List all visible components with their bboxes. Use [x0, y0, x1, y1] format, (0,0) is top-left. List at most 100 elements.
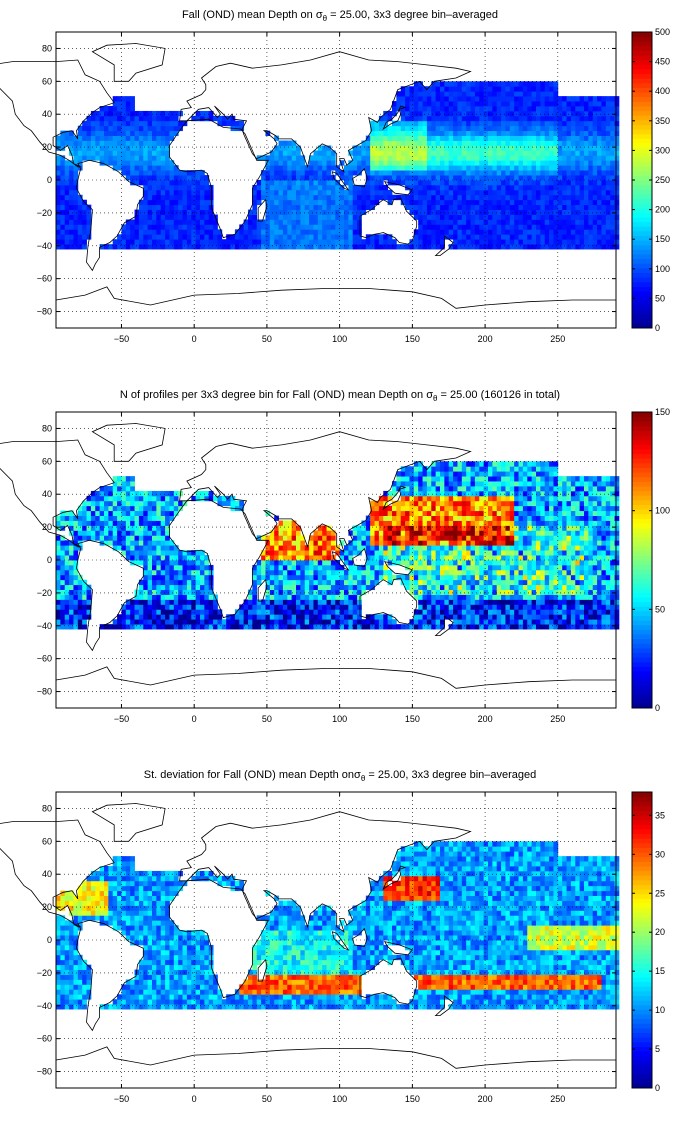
- heatmap-cell: [492, 170, 498, 176]
- heatmap-cell: [396, 560, 402, 566]
- heatmap-cell: [195, 199, 201, 206]
- heatmap-cell: [383, 115, 389, 122]
- heatmap-cell: [217, 120, 223, 127]
- heatmap-cell: [522, 194, 528, 201]
- heatmap-cell: [505, 86, 511, 92]
- heatmap-cell: [614, 219, 620, 225]
- heatmap-cell: [112, 106, 118, 112]
- heatmap-cell: [605, 125, 611, 132]
- heatmap-cell: [300, 229, 306, 235]
- heatmap-cell: [418, 490, 423, 497]
- heatmap-cell: [152, 194, 157, 201]
- heatmap-cell: [370, 199, 375, 206]
- heatmap-cell: [134, 135, 140, 141]
- heatmap-cell: [431, 180, 437, 186]
- heatmap-cell: [413, 569, 419, 576]
- heatmap-cell: [269, 160, 275, 166]
- heatmap-cell: [400, 96, 406, 102]
- heatmap-cell: [610, 125, 615, 132]
- heatmap-cell: [143, 140, 149, 146]
- heatmap-cell: [426, 234, 432, 240]
- heatmap-cell: [557, 209, 563, 215]
- heatmap-cell: [112, 624, 118, 630]
- heatmap-cell: [457, 199, 463, 206]
- heatmap-cell: [195, 555, 201, 561]
- heatmap-cell: [588, 165, 594, 171]
- heatmap-cell: [125, 486, 131, 492]
- heatmap-cell: [509, 204, 515, 210]
- heatmap-cell: [274, 584, 279, 590]
- heatmap-cell: [431, 199, 437, 206]
- heatmap-cell: [453, 150, 458, 156]
- heatmap-cell: [56, 135, 61, 141]
- heatmap-cell: [435, 229, 441, 235]
- heatmap-cell: [492, 150, 498, 156]
- heatmap-cell: [287, 165, 293, 171]
- heatmap-cell: [453, 91, 458, 97]
- heatmap-cell: [444, 515, 450, 521]
- heatmap-cell: [86, 604, 92, 610]
- heatmap-cell: [73, 189, 79, 196]
- heatmap-cell: [317, 599, 323, 605]
- heatmap-cell: [182, 194, 188, 201]
- heatmap-cell: [73, 594, 79, 600]
- heatmap-cell: [544, 204, 550, 210]
- heatmap-cell: [173, 555, 179, 561]
- heatmap-cell: [309, 614, 314, 620]
- heatmap-cell: [405, 244, 410, 250]
- heatmap-cell: [309, 184, 314, 191]
- heatmap-cell: [387, 130, 393, 136]
- heatmap-cell: [352, 219, 358, 225]
- heatmap-cell: [317, 165, 323, 171]
- heatmap-cell: [562, 170, 567, 176]
- heatmap-cell: [357, 535, 362, 541]
- heatmap-cell: [466, 135, 471, 141]
- heatmap-cell: [522, 86, 528, 92]
- heatmap-cell: [82, 510, 87, 516]
- heatmap-cell: [252, 574, 258, 581]
- heatmap-cell: [265, 609, 271, 615]
- heatmap-cell: [156, 500, 162, 507]
- heatmap-cell: [597, 234, 602, 240]
- heatmap-cell: [69, 604, 74, 610]
- heatmap-cell: [431, 189, 437, 196]
- heatmap-cell: [335, 209, 341, 215]
- heatmap-cell: [256, 184, 262, 191]
- heatmap-cell: [90, 110, 96, 117]
- heatmap-cell: [352, 150, 358, 156]
- heatmap-cell: [287, 564, 293, 571]
- heatmap-cell: [213, 495, 218, 502]
- heatmap-cell: [378, 505, 384, 512]
- heatmap-cell: [488, 91, 493, 97]
- heatmap-cell: [531, 234, 537, 240]
- heatmap-cell: [396, 120, 402, 127]
- heatmap-cell: [540, 180, 546, 186]
- heatmap-cell: [265, 239, 271, 245]
- heatmap-cell: [335, 560, 341, 566]
- heatmap-cell: [409, 86, 415, 92]
- heatmap-cell: [431, 545, 437, 551]
- heatmap-cell: [296, 540, 301, 546]
- heatmap-cell: [522, 155, 528, 161]
- heatmap-cell: [239, 624, 245, 630]
- heatmap-cell: [352, 545, 358, 551]
- heatmap-cell: [169, 490, 175, 497]
- heatmap-cell: [239, 125, 245, 132]
- heatmap-cell: [496, 239, 502, 245]
- heatmap-cell: [156, 194, 162, 201]
- heatmap-cell: [313, 584, 319, 590]
- heatmap-cell: [186, 579, 192, 586]
- heatmap-cell: [104, 110, 109, 117]
- heatmap-cell: [422, 540, 428, 546]
- heatmap-cell: [64, 244, 70, 250]
- heatmap-cell: [383, 239, 389, 245]
- heatmap-cell: [405, 150, 410, 156]
- heatmap-cell: [448, 204, 454, 210]
- heatmap-cell: [352, 540, 358, 546]
- heatmap-cell: [274, 175, 279, 181]
- heatmap-cell: [365, 550, 371, 556]
- heatmap-cell: [378, 515, 384, 521]
- heatmap-cell: [444, 584, 450, 590]
- heatmap-cell: [357, 239, 362, 245]
- heatmap-cell: [400, 515, 406, 521]
